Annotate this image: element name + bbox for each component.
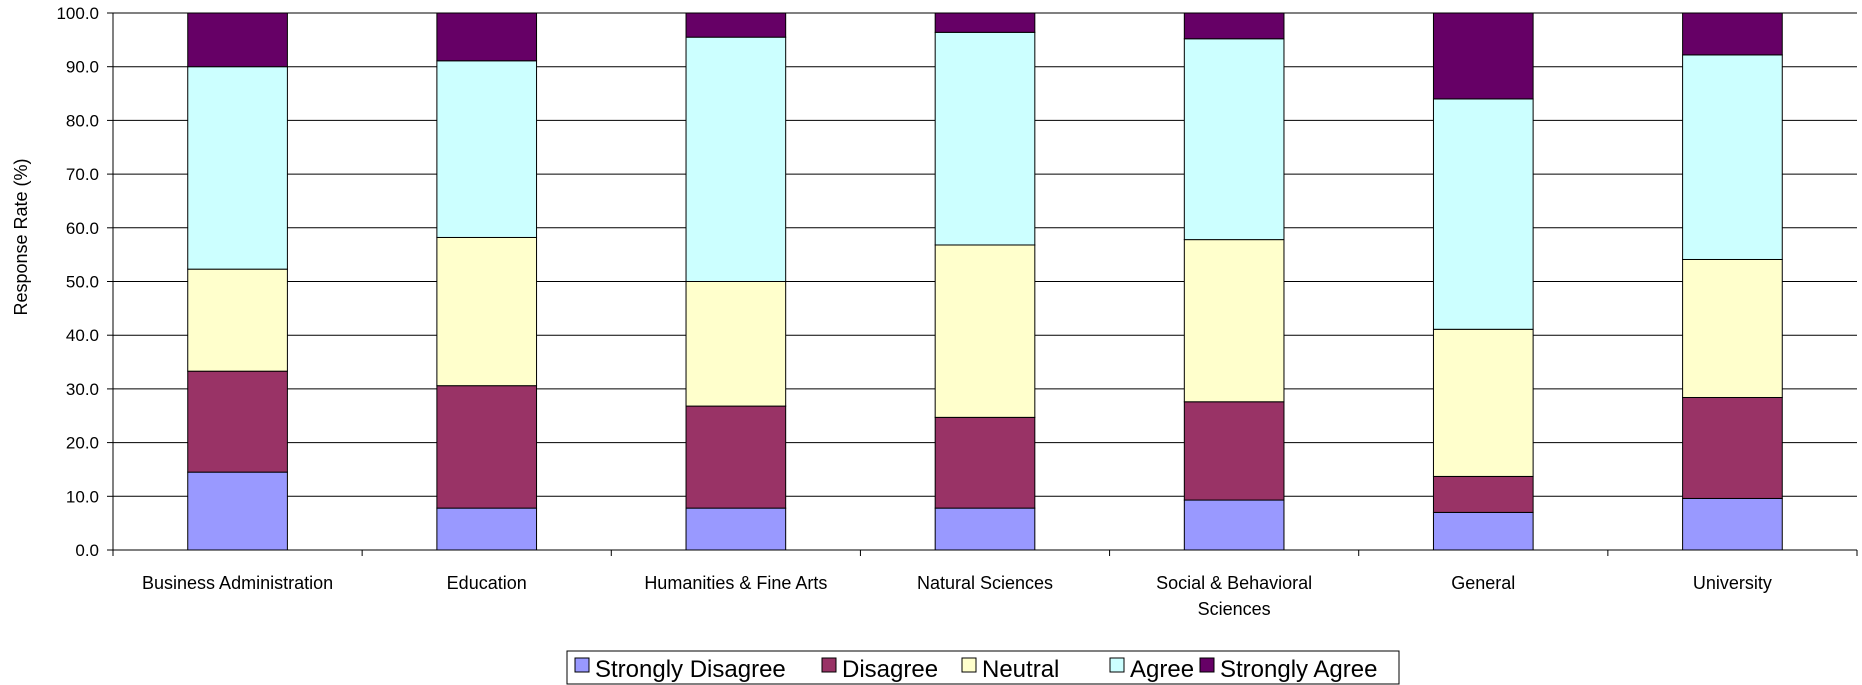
y-tick-label: 70.0 — [66, 165, 99, 184]
bar-agree-humanities-and-fine-arts — [685, 36, 787, 283]
bar-strongly-disagree-university — [1682, 497, 1783, 551]
bar-agree-natural-sciences — [934, 31, 1036, 246]
bar-agree-general — [1432, 98, 1534, 330]
x-tick-label-general: General — [1451, 573, 1515, 593]
bar-strongly-disagree-social-and-behavioral-sciences — [1183, 499, 1285, 551]
bar-strongly-agree-university — [1682, 12, 1783, 56]
legend-swatch-strongly-agree — [1199, 657, 1215, 673]
y-tick-label: 20.0 — [66, 434, 99, 453]
bar-disagree-education — [436, 385, 538, 509]
bar-neutral-education — [436, 236, 538, 387]
bars — [187, 12, 1783, 551]
bar-neutral-university — [1682, 258, 1783, 398]
x-tick-label-business-administration: Business Administration — [142, 573, 333, 593]
bar-strongly-disagree-humanities-and-fine-arts — [685, 507, 787, 551]
bar-strongly-disagree-education — [436, 507, 538, 551]
bar-strongly-agree-business-administration — [187, 12, 288, 68]
x-tick-label-natural-sciences: Natural Sciences — [917, 573, 1053, 593]
bar-disagree-social-and-behavioral-sciences — [1183, 401, 1285, 501]
legend-swatch-disagree — [821, 657, 837, 673]
bar-agree-education — [436, 60, 538, 238]
y-tick-label: 60.0 — [66, 219, 99, 238]
bar-strongly-agree-general — [1432, 12, 1534, 100]
bar-strongly-agree-education — [436, 12, 538, 62]
legend-swatch-strongly-disagree — [574, 657, 590, 673]
bar-neutral-business-administration — [187, 268, 288, 372]
x-tick-label-education: Education — [447, 573, 527, 593]
y-tick-label: 40.0 — [66, 326, 99, 345]
x-tick-label-social-and-behavioral-sciences: Social & Behavioral Sciences — [1156, 573, 1312, 619]
bar-disagree-natural-sciences — [934, 416, 1036, 509]
bar-agree-university — [1682, 54, 1783, 260]
legend-box — [566, 650, 1400, 685]
legend-label-neutral: Neutral — [982, 656, 1059, 683]
x-tick-label-humanities-and-fine-arts: Humanities & Fine Arts — [644, 573, 827, 593]
legend-label-strongly-disagree: Strongly Disagree — [595, 656, 786, 683]
y-tick-label: 30.0 — [66, 380, 99, 399]
bar-strongly-disagree-natural-sciences — [934, 507, 1036, 551]
bar-agree-social-and-behavioral-sciences — [1183, 38, 1285, 241]
bar-strongly-agree-social-and-behavioral-sciences — [1183, 12, 1285, 40]
y-axis-title: Response Rate (%) — [11, 158, 31, 315]
axes — [107, 12, 1858, 556]
y-tick-label: 100.0 — [56, 4, 99, 23]
legend-label-strongly-agree: Strongly Agree — [1220, 656, 1377, 683]
y-tick-label: 0.0 — [75, 541, 99, 560]
bar-neutral-natural-sciences — [934, 244, 1036, 418]
legend-swatch-agree — [1109, 657, 1125, 673]
legend-label-disagree: Disagree — [842, 656, 938, 683]
x-tick-label-university: University — [1693, 573, 1772, 593]
y-tick-label: 90.0 — [66, 58, 99, 77]
bar-strongly-agree-humanities-and-fine-arts — [685, 12, 787, 38]
legend-label-agree: Agree — [1130, 656, 1194, 683]
y-tick-label: 10.0 — [66, 487, 99, 506]
bar-disagree-humanities-and-fine-arts — [685, 405, 787, 509]
bar-disagree-university — [1682, 396, 1783, 499]
legend: Strongly Disagree Disagree Neutral Agree Str… — [566, 650, 1400, 685]
bar-strongly-agree-natural-sciences — [934, 12, 1036, 33]
bar-strongly-disagree-business-administration — [187, 471, 288, 551]
bar-neutral-general — [1432, 328, 1534, 477]
bar-neutral-social-and-behavioral-sciences — [1183, 239, 1285, 403]
y-tick-label: 80.0 — [66, 111, 99, 130]
bar-neutral-humanities-and-fine-arts — [685, 281, 787, 407]
bar-strongly-disagree-general — [1432, 511, 1534, 551]
y-tick-labels: 0.0 10.0 20.0 30.0 40.0 50.0 60.0 70.0 80.0 90.0 1… — [56, 4, 99, 560]
x-tick-labels: Business Administration Education Humaniti… — [142, 573, 1772, 619]
bar-agree-business-administration — [187, 66, 288, 270]
legend-swatch-neutral — [961, 657, 977, 673]
bar-disagree-business-administration — [187, 370, 288, 473]
y-tick-label: 50.0 — [66, 273, 99, 292]
bar-disagree-general — [1432, 475, 1534, 513]
